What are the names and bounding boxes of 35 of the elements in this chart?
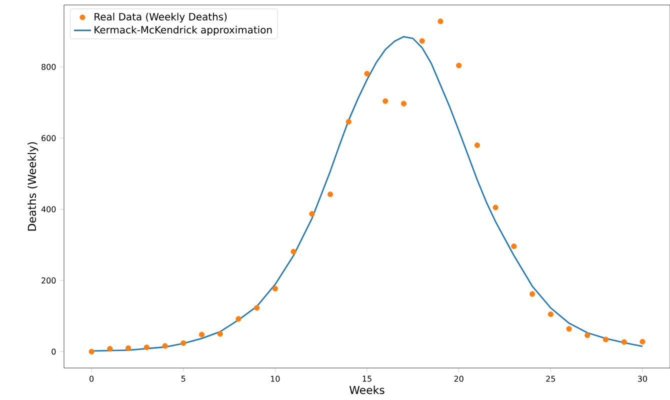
point [88,348,94,354]
point [419,38,425,44]
point [217,331,223,337]
point [198,332,205,338]
point [382,98,388,104]
point [364,70,370,76]
point [492,204,498,210]
point [548,311,554,318]
legend-label: Kermack-McKendrick approximation [94,26,272,36]
point [180,340,186,346]
point [346,118,352,125]
point [236,316,242,322]
point [640,338,646,344]
point [511,243,517,250]
point [125,345,132,351]
point [438,18,444,24]
point [327,192,334,198]
point [162,343,168,349]
point [602,336,609,342]
point [474,142,480,148]
point [566,326,572,332]
point [254,305,260,311]
point [107,346,113,352]
point [290,248,296,254]
point [272,286,278,292]
point [456,62,462,68]
point [309,211,315,217]
legend-label: Real Data (Weekly Deaths) [94,12,227,22]
x-axis-title: Weeks [349,386,384,394]
point [584,332,590,338]
y-axis-title: Deaths (Weekly) [28,142,38,231]
point [621,339,627,345]
point [144,344,150,350]
point [529,291,536,297]
point [400,100,407,106]
